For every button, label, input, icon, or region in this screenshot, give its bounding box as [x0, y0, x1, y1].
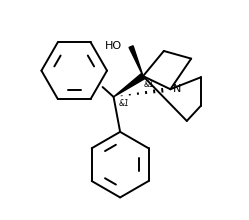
Polygon shape — [114, 74, 145, 97]
Text: N: N — [173, 84, 182, 94]
Polygon shape — [129, 46, 143, 76]
Text: HO: HO — [105, 40, 122, 51]
Text: &1: &1 — [118, 99, 129, 108]
Text: &1: &1 — [144, 80, 155, 89]
